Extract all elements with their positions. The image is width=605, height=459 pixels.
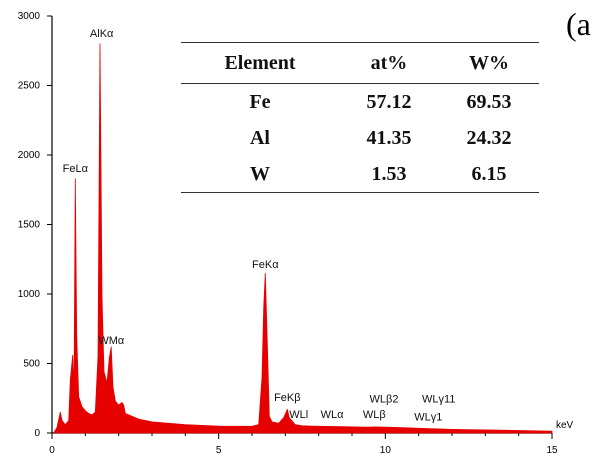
table-cell: 24.32 — [466, 126, 512, 149]
composition-table: Element at% W% Fe 57.12 69.53 Al 41.35 2… — [181, 42, 539, 193]
peak-label: WLl — [289, 409, 308, 421]
y-tick-label: 500 — [23, 359, 40, 370]
peak-label: WLβ — [363, 409, 386, 421]
peak-label: WLα — [321, 409, 345, 421]
tick-labels: 0 500 1000 1500 2000 2500 3000 0 5 10 15 keV — [18, 11, 574, 456]
header-element: Element — [224, 51, 296, 74]
table-row: W 1.53 6.15 — [181, 156, 539, 193]
table-cell: 69.53 — [466, 90, 512, 113]
peak-label: FeKα — [252, 259, 279, 271]
spectrum-area — [53, 43, 553, 434]
table-row: Fe 57.12 69.53 — [181, 84, 539, 121]
table-cell: W — [249, 162, 270, 185]
table-cell: 57.12 — [366, 90, 412, 113]
x-axis-label: keV — [556, 420, 574, 431]
y-tick-label: 3000 — [18, 11, 41, 22]
peak-label: WLγ1 — [414, 412, 442, 424]
x-tick-label: 5 — [216, 445, 222, 456]
y-tick-label: 2500 — [18, 81, 41, 92]
y-tick-label: 1500 — [18, 220, 41, 231]
peak-label: WLβ2 — [370, 394, 399, 406]
x-tick-label: 10 — [380, 445, 392, 456]
y-tick-label: 1000 — [18, 289, 41, 300]
y-tick-label: 0 — [34, 428, 40, 439]
spectrum-series — [53, 43, 553, 434]
table-cell: Fe — [249, 90, 271, 113]
peak-label: FeLα — [63, 163, 89, 175]
x-tick-label: 0 — [49, 445, 55, 456]
table-cell: Al — [249, 126, 270, 149]
y-tick-label: 2000 — [18, 150, 41, 161]
header-at-percent: at% — [370, 51, 408, 74]
peak-label: AlKα — [90, 28, 114, 40]
table-cell: 1.53 — [371, 162, 407, 185]
header-w-percent: W% — [468, 51, 509, 74]
table-header-row: Element at% W% — [181, 42, 539, 84]
peak-annotations: AlKα FeLα WMα FeKα FeKβ WLl WLα WLβ WLβ2 WLγ1 WLγ1… — [63, 28, 456, 424]
table-cell: 41.35 — [366, 126, 412, 149]
panel-label: (a — [566, 6, 591, 42]
peak-label: WMα — [98, 335, 125, 347]
table-cell: 6.15 — [471, 162, 507, 185]
table-row: Al 41.35 24.32 — [181, 120, 539, 156]
x-tick-label: 15 — [546, 445, 558, 456]
peak-label: WLγ11 — [422, 394, 455, 406]
peak-label: FeKβ — [274, 392, 301, 404]
